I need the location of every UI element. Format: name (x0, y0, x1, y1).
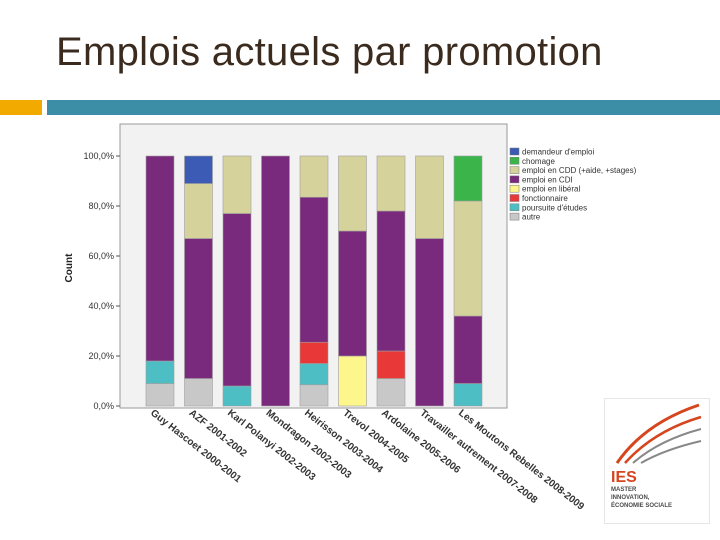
bar-segment (415, 155, 444, 239)
legend-label: autre (522, 213, 541, 222)
logo-ies-text: IES (611, 469, 637, 486)
y-tick-label: 40,0% (88, 301, 114, 311)
accent-bar-teal (47, 100, 720, 115)
logo-line-3: ÉCONOMIE SOCIALE (611, 503, 673, 509)
bar-segment (376, 210, 406, 352)
y-tick-label: 80,0% (88, 201, 114, 211)
slide-title: Emplois actuels par promotion (56, 30, 603, 74)
legend-label: emploi en CDD (+aide, +stages) (522, 166, 637, 175)
legend-swatch (509, 203, 520, 212)
y-tick-label: 0,0% (93, 401, 114, 411)
bar-segment (299, 341, 329, 364)
ies-master-logo: IES MASTER INNOVATION, ÉCONOMIE SOCIALE (604, 398, 710, 524)
bar-segment (453, 383, 483, 407)
bar-segment (222, 213, 252, 387)
y-tick-label: 60,0% (88, 251, 114, 261)
bar-segment (299, 384, 329, 407)
bar-segment (299, 363, 329, 386)
bar-segment (222, 155, 252, 214)
bar-segment (376, 350, 406, 379)
bar-segment (222, 385, 252, 407)
bar-segment (338, 230, 367, 357)
bar-segment (261, 155, 290, 407)
bar-segment (338, 355, 367, 407)
bar-segment (299, 155, 329, 198)
bar-segment (453, 200, 483, 317)
bar-segment (415, 238, 444, 407)
legend-swatch (509, 166, 520, 174)
legend-label: emploi en CDI (522, 175, 573, 184)
bar-segment (299, 196, 329, 343)
bar-segment (145, 155, 175, 362)
logo-swoosh-icon (615, 403, 702, 464)
legend-swatch (509, 194, 520, 202)
bar-segment (376, 155, 406, 212)
legend-swatch (509, 184, 520, 193)
bar-segment (184, 378, 213, 407)
bar-segment (184, 155, 213, 184)
bar-segment (184, 238, 213, 379)
x-category-label: Trevol 2004-2005 (341, 408, 411, 466)
legend-swatch (509, 157, 520, 165)
bar-segment (376, 378, 406, 407)
y-tick-label: 100,0% (83, 151, 114, 161)
legend-swatch (509, 212, 520, 221)
bar-segment (453, 315, 483, 384)
legend-label: fonctionnaire (522, 194, 568, 203)
bar-segment (338, 155, 367, 232)
logo-line-2: INNOVATION, (611, 495, 650, 501)
bar-segment (145, 383, 175, 407)
legend-label: chomage (522, 157, 555, 166)
stacked-bar-chart: 0,0% 20,0% 40,0% 60,0% 80,0% 100,0% Count Guy H… (52, 118, 670, 510)
y-tick-label: 20,0% (88, 351, 114, 361)
accent-bar-orange (0, 100, 42, 115)
logo-line-1: MASTER (611, 487, 637, 493)
bar-segment (145, 360, 175, 384)
legend-label: emploi en libéral (522, 185, 580, 194)
legend-swatch (509, 147, 520, 156)
legend-label: poursuite d'études (522, 203, 587, 212)
y-axis-title: Count (64, 253, 75, 283)
legend-swatch (509, 175, 520, 184)
bar-segment (453, 155, 483, 202)
bar-segment (184, 183, 213, 239)
legend-label: demandeur d'emploi (522, 148, 594, 157)
